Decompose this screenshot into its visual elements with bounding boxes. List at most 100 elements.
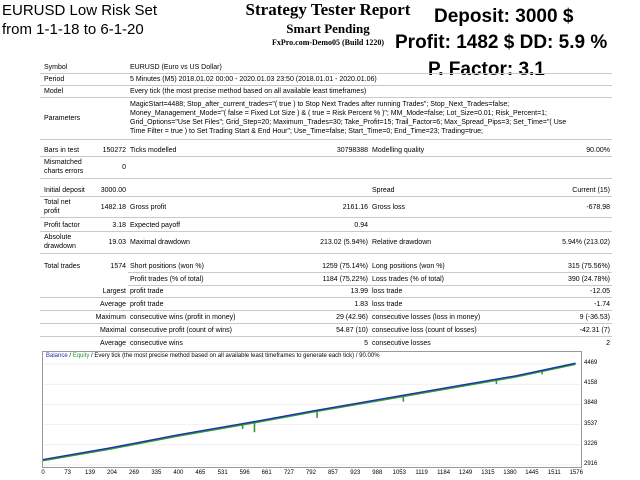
legend-description: / Every tick (the most precise method ba…	[89, 353, 380, 359]
x-tick-label: 269	[129, 470, 140, 476]
overlay-date-range: from 1-1-18 to 6-1-20	[2, 21, 144, 38]
report-company: FxPro.com-Demo05 (Build 1220)	[271, 38, 385, 47]
gross-loss-label: Gross loss	[372, 204, 406, 211]
max-cons-profit-label: consecutive profit (count of wins)	[130, 327, 232, 334]
gross-profit-label: Gross profit	[130, 204, 167, 211]
long-positions-label: Long positions (won %)	[372, 263, 445, 270]
overlay-caption: EURUSD Low Risk Set from 1-1-18 to 6-1-2…	[2, 1, 157, 39]
x-tick-label: 1445	[525, 470, 539, 476]
model-value: Every tick (the most precise method base…	[130, 88, 367, 95]
bars-label: Bars in test	[44, 147, 80, 154]
avg-cons-losses-label: consecutive losses	[372, 340, 431, 347]
avg-cons-losses-value: 2	[606, 340, 610, 347]
spread-value: Current (15)	[572, 187, 610, 194]
maximum-label: Maximum	[95, 314, 126, 321]
profit-trades-label: Profit trades (% of total)	[130, 276, 204, 283]
loss-trades-value: 390 (24.78%)	[567, 276, 610, 283]
ticks-value: 30798388	[336, 147, 368, 154]
report-subtitle: Smart Pending	[286, 21, 370, 36]
balance-chart	[42, 351, 582, 468]
short-positions-value: 1259 (75.14%)	[322, 263, 368, 270]
x-tick-label: 1053	[392, 470, 406, 476]
max-cons-wins-value: 29 (42.96)	[336, 314, 368, 321]
x-tick-label: 727	[283, 470, 294, 476]
expected-payoff-value: 0.94	[354, 222, 368, 229]
largest-loss-label: loss trade	[372, 288, 403, 295]
average-consecutive-label: Average	[100, 340, 126, 347]
deposit-label: Initial deposit	[44, 187, 85, 194]
overlay-profit-factor: P. Factor: 3.1	[428, 59, 545, 80]
balance-line	[42, 362, 576, 461]
x-tick-label: 1380	[503, 470, 517, 476]
average-profit-label: profit trade	[130, 301, 164, 308]
x-tick-label: 400	[173, 470, 184, 476]
overlay-profit-dd: Profit: 1482 $ DD: 5.9 %	[395, 32, 608, 53]
avg-cons-wins-value: 5	[364, 340, 368, 347]
parameters-line: MagicStart=4488; Stop_after_current_trad…	[130, 101, 510, 108]
chart-legend: Balance / Equity / Every tick (the most …	[46, 353, 380, 359]
long-positions-value: 315 (75.56%)	[567, 263, 610, 270]
x-tick-label: 596	[239, 470, 250, 476]
x-tick-label: 661	[261, 470, 272, 476]
parameters-line: Money_Management_Mode="( false = Fixed L…	[130, 110, 548, 117]
y-tick-label: 4469	[584, 360, 598, 366]
x-tick-label: 139	[85, 470, 96, 476]
overlay-set-name: EURUSD Low Risk Set	[2, 2, 158, 19]
max-drawdown-value: 213.02 (5.94%)	[320, 239, 368, 246]
avg-cons-wins-label: consecutive wins	[130, 340, 183, 347]
expected-payoff-label: Expected payoff	[130, 222, 181, 229]
model-label: Model	[44, 88, 64, 95]
balance-chart-plot	[42, 362, 581, 466]
period-value: 5 Minutes (M5) 2018.01.02 00:00 - 2020.0…	[130, 76, 377, 83]
profit-trades-value: 1184 (75.22%)	[322, 276, 368, 283]
bars-value: 150272	[102, 147, 126, 154]
x-tick-label: 1315	[481, 470, 495, 476]
quality-value: 90.00%	[586, 147, 610, 154]
x-tick-label: 1511	[547, 470, 561, 476]
symbol-label: Symbol	[44, 64, 68, 71]
largest-profit-label: profit trade	[130, 288, 164, 295]
x-tick-label: 204	[107, 470, 118, 476]
max-cons-losses-label: consecutive losses (loss in money)	[372, 314, 481, 321]
period-label: Period	[44, 76, 65, 83]
x-tick-label: 1119	[415, 470, 428, 476]
legend-balance: Balance	[46, 353, 68, 359]
y-tick-label: 4158	[584, 380, 598, 387]
abs-drawdown-label: Absolute	[44, 234, 72, 241]
y-tick-label: 3537	[584, 420, 598, 427]
mismatch-value: 0	[122, 164, 126, 171]
report-title: Strategy Tester Report	[245, 0, 411, 19]
x-tick-label: 792	[305, 470, 316, 476]
y-tick-label: 2916	[584, 461, 598, 467]
total-trades-label: Total trades	[44, 263, 81, 270]
largest-loss-value: -12.05	[590, 288, 610, 295]
overlay-deposit: Deposit: 3000 $	[434, 6, 574, 27]
rel-drawdown-label: Relative drawdown	[372, 239, 432, 246]
short-positions-label: Short positions (won %)	[130, 263, 204, 270]
loss-trades-label: Loss trades (% of total)	[372, 276, 444, 283]
average-label: Average	[100, 301, 126, 308]
symbol-value: EURUSD (Euro vs US Dollar)	[130, 64, 222, 71]
x-tick-label: 465	[195, 470, 206, 476]
gross-profit-value: 2161.16	[342, 204, 368, 211]
parameters-line: Grid_Options="Use Set Files"; Grid_Step=…	[130, 119, 567, 126]
x-tick-label: 531	[217, 470, 228, 476]
x-tick-label: 988	[372, 470, 383, 476]
quality-label: Modelling quality	[372, 147, 425, 154]
max-cons-wins-label: consecutive wins (profit in money)	[130, 314, 236, 321]
average-profit-value: 1.83	[354, 301, 368, 308]
equity-line	[42, 363, 576, 462]
abs-drawdown-value: 19.03	[108, 239, 126, 246]
largest-label: Largest	[102, 288, 126, 295]
max-drawdown-label: Maximal drawdown	[130, 239, 190, 246]
gross-loss-value: -678.98	[586, 204, 610, 211]
max-cons-profit-value: 54.87 (10)	[336, 327, 368, 334]
max-cons-losses-value: 9 (-36.53)	[579, 314, 610, 321]
y-tick-label: 3848	[584, 400, 598, 407]
x-tick-label: 1576	[569, 470, 583, 476]
max-cons-loss-value: -42.31 (7)	[579, 327, 610, 334]
total-trades-value: 1574	[110, 263, 126, 270]
rel-drawdown-value: 5.94% (213.02)	[562, 239, 610, 246]
x-tick-label: 857	[327, 470, 338, 476]
x-tick-label: 923	[350, 470, 361, 476]
